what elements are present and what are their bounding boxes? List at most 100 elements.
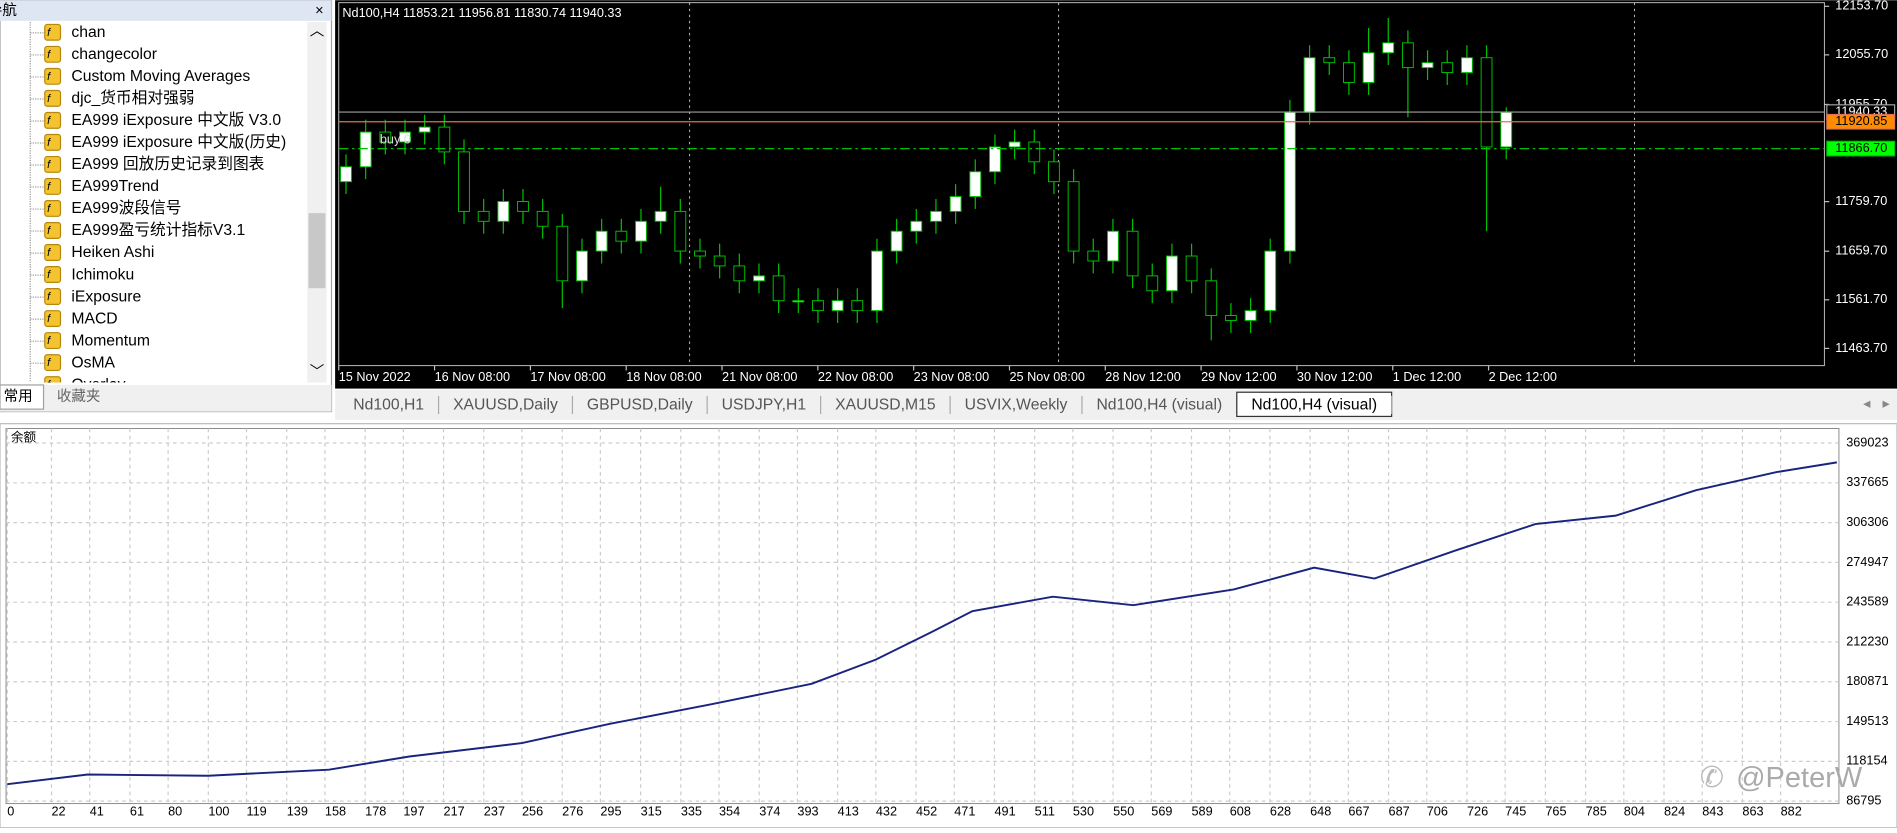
navigator-item[interactable]: EA999 回放历史记录到图表 (71, 155, 264, 173)
navigator-item[interactable]: EA999盈亏统计指标V3.1 (71, 221, 245, 239)
graph-frame (5, 428, 1840, 805)
candle-body (989, 146, 1001, 173)
navigator-item[interactable]: iExposure (71, 288, 141, 305)
navigator-tab[interactable]: 常用 (4, 388, 33, 405)
x-tick-label: 28 Nov 12:00 (1105, 370, 1180, 384)
scroll-up[interactable]: ︿ (310, 24, 325, 40)
navigator-item[interactable]: EA999Trend (71, 178, 159, 195)
chart-tab-label[interactable]: XAUUSD,Daily (453, 397, 558, 414)
fx: f (47, 269, 51, 281)
candle-body (399, 131, 411, 143)
indicator-icon (44, 199, 62, 217)
navigator-item[interactable]: Overlay (71, 376, 125, 393)
chart-tab-label[interactable]: USVIX,Weekly (965, 397, 1068, 414)
navigator-item[interactable]: changecolor (71, 46, 157, 63)
indicator-icon (44, 111, 62, 129)
chart-tab-label[interactable]: XAUUSD,M15 (835, 397, 936, 414)
indicator-icon (44, 133, 62, 151)
chart-tab-label[interactable]: Nd100,H4 (visual) (1096, 397, 1222, 414)
navigator-title: 导航 (0, 2, 17, 19)
x-tick-label: 30 Nov 12:00 (1297, 370, 1372, 384)
candle-body (1205, 280, 1218, 317)
price-chart (335, 0, 1897, 389)
x-tick-label: 432 (876, 804, 897, 818)
fx: f (47, 93, 51, 105)
navigator-item[interactable]: chan (71, 24, 105, 41)
chart-tab-label[interactable]: USDJPY,H1 (722, 397, 806, 414)
x-tick-label: 16 Nov 08:00 (435, 370, 510, 384)
navigator-item[interactable]: djc_货币相对强弱 (71, 89, 194, 107)
y-tick-label: 118154 (1846, 754, 1887, 768)
candle-body (536, 210, 549, 227)
candle-body (1323, 57, 1336, 64)
scroll-down[interactable]: ﹀ (310, 364, 325, 381)
x-tick-label: 745 (1505, 804, 1526, 818)
navigator-item[interactable]: Custom Moving Averages (71, 68, 250, 85)
x-tick-label: 2 Dec 12:00 (1489, 370, 1557, 384)
navigator-item[interactable]: OsMA (71, 354, 115, 371)
x-tick-label: 1 Dec 12:00 (1393, 370, 1461, 384)
candle-body (477, 210, 490, 222)
y-tick-label: 11561.70 (1835, 292, 1887, 306)
navigator-item[interactable]: EA999 iExposure 中文版 V3.0 (71, 111, 281, 129)
x-tick-label: 158 (325, 804, 346, 818)
candle-body (1421, 62, 1434, 69)
tab-scroll-right[interactable]: ▸ (1882, 396, 1890, 412)
indicator-icon (44, 177, 62, 195)
navigator-titlebar (0, 0, 332, 21)
candle-body (851, 300, 864, 312)
x-tick-label: 667 (1348, 804, 1369, 818)
candle-body (1401, 42, 1414, 69)
x-tick-label: 0 (7, 804, 14, 818)
navigator-item[interactable]: EA999 iExposure 中文版(历史) (71, 133, 286, 151)
y-tick-label: 337665 (1846, 475, 1888, 489)
indicator-icon (44, 23, 62, 41)
chart-tab-label[interactable]: Nd100,H1 (353, 397, 424, 414)
y-tick-label: 369023 (1846, 435, 1888, 449)
chart-tab-label[interactable]: Nd100,H4 (visual) (1251, 397, 1377, 414)
navigator-item[interactable]: MACD (71, 310, 117, 327)
candle-body (792, 300, 805, 303)
navigator-item[interactable]: EA999波段信号 (71, 199, 181, 217)
x-tick-label: 687 (1389, 804, 1410, 818)
x-tick-label: 608 (1230, 804, 1251, 818)
y-tick-label: 12153.70 (1835, 0, 1888, 13)
scrollbar[interactable] (307, 22, 327, 383)
x-tick-label: 374 (759, 804, 780, 818)
x-tick-label: 29 Nov 12:00 (1201, 370, 1276, 384)
x-tick-label: 197 (403, 804, 424, 818)
tab-scroll-left[interactable]: ◂ (1863, 396, 1871, 412)
candle-body (1480, 57, 1493, 148)
candle-body (654, 210, 667, 222)
x-tick-label: 18 Nov 08:00 (626, 370, 701, 384)
navigator-tab[interactable]: 收藏夹 (57, 388, 100, 405)
candle-body (910, 220, 923, 232)
x-tick-label: 726 (1467, 804, 1488, 818)
x-tick-label: 471 (954, 804, 975, 818)
navigator-item[interactable]: Heiken Ashi (71, 244, 154, 261)
scroll-thumb[interactable] (308, 213, 326, 289)
candle-body (1087, 250, 1100, 262)
candle-body (930, 210, 942, 222)
y-tick-label: 243589 (1846, 595, 1888, 609)
chart-tab-label[interactable]: GBPUSD,Daily (587, 397, 693, 414)
navigator-item[interactable]: Ichimoku (71, 266, 134, 283)
candle-body (733, 265, 746, 282)
y-tick-label: 180871 (1846, 674, 1888, 688)
candle-body (359, 131, 372, 168)
candle-body (635, 220, 647, 242)
candle-body (1126, 230, 1139, 277)
candle-body (1342, 62, 1355, 83)
x-tick-label: 393 (797, 804, 818, 818)
fx: f (47, 357, 51, 369)
candle-body (1244, 310, 1257, 321)
candle-body (772, 275, 785, 302)
tab-active[interactable] (0, 384, 45, 410)
navigator-item[interactable]: Momentum (71, 332, 150, 349)
plot-frame (338, 2, 1825, 367)
navigator-list: f chan f changecolor f Custom Moving Averages… (29, 22, 286, 393)
close-button[interactable]: × (315, 3, 323, 19)
x-tick-label: 119 (247, 804, 267, 818)
watermark-icon: ✆ (1700, 762, 1724, 794)
candle-body (1224, 315, 1237, 321)
